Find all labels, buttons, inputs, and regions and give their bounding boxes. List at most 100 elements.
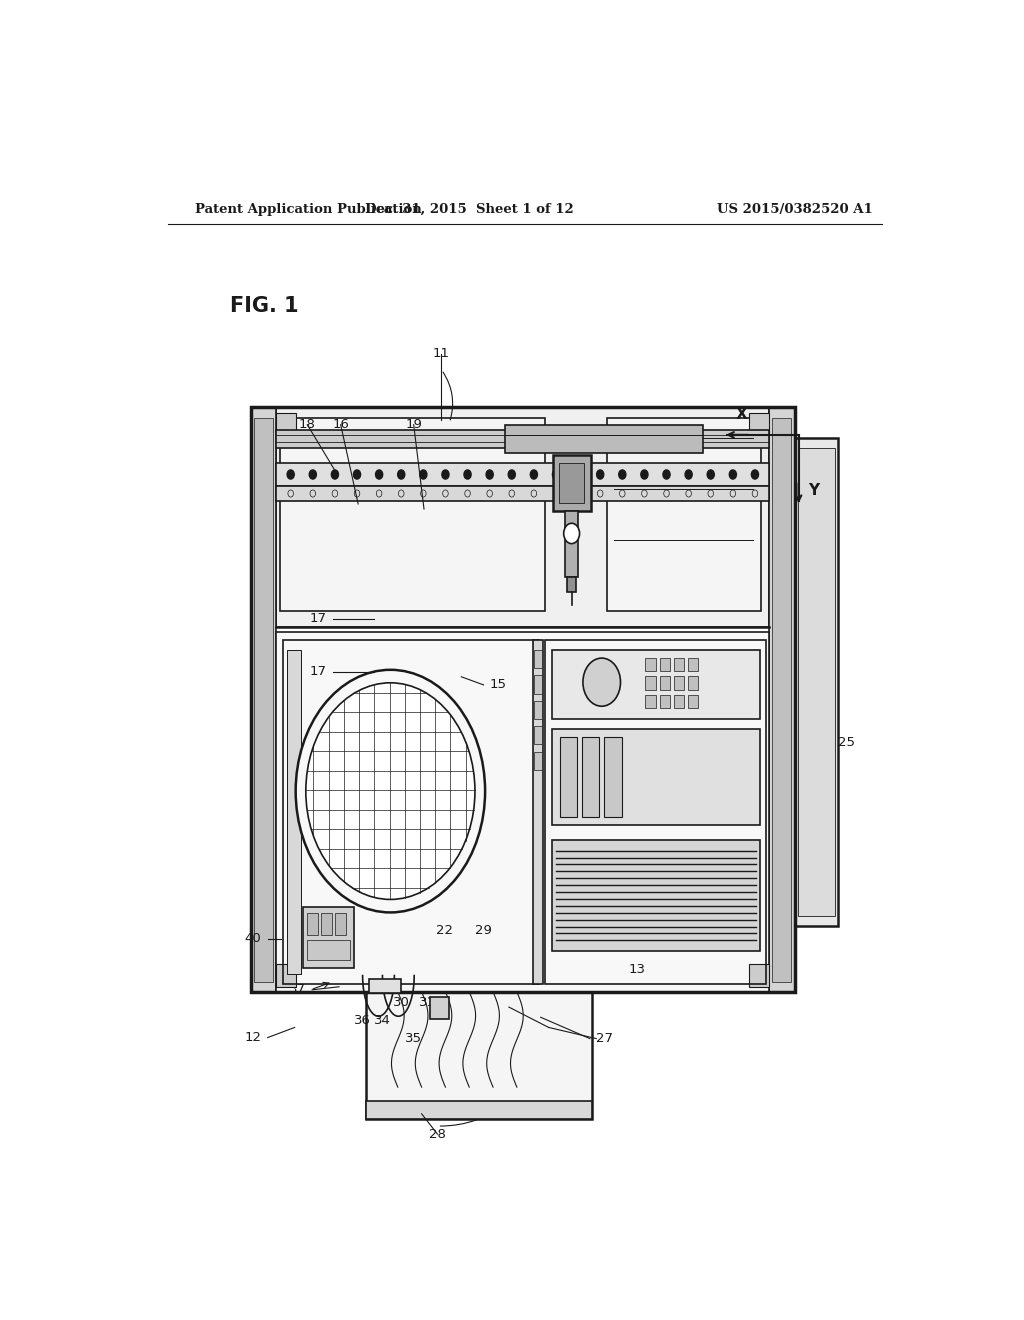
Circle shape xyxy=(563,523,580,544)
Bar xyxy=(283,640,539,983)
Bar xyxy=(303,907,354,969)
Text: 11: 11 xyxy=(433,347,450,360)
Circle shape xyxy=(552,470,559,479)
Circle shape xyxy=(376,470,383,479)
Circle shape xyxy=(353,470,360,479)
Text: US 2015/0382520 A1: US 2015/0382520 A1 xyxy=(717,203,872,215)
Bar xyxy=(505,425,703,453)
Bar xyxy=(565,511,578,577)
Bar xyxy=(606,417,761,611)
Circle shape xyxy=(442,470,449,479)
Text: 15: 15 xyxy=(489,678,507,692)
Text: 37: 37 xyxy=(289,983,306,997)
Circle shape xyxy=(752,470,759,479)
Bar xyxy=(534,640,543,983)
Text: X: X xyxy=(735,407,748,421)
Circle shape xyxy=(464,470,471,479)
Bar xyxy=(276,408,769,627)
Bar xyxy=(287,649,301,974)
Bar xyxy=(276,430,769,447)
Circle shape xyxy=(296,669,485,912)
Circle shape xyxy=(397,470,404,479)
Circle shape xyxy=(287,470,294,479)
Circle shape xyxy=(583,659,621,706)
Bar xyxy=(251,408,795,991)
Bar xyxy=(306,940,350,961)
Text: 18: 18 xyxy=(299,418,315,432)
Bar xyxy=(688,676,698,689)
Bar xyxy=(659,676,670,689)
Bar xyxy=(552,841,760,950)
Text: 30: 30 xyxy=(393,995,411,1008)
Text: 34: 34 xyxy=(374,1014,390,1027)
Circle shape xyxy=(618,470,626,479)
Bar xyxy=(367,1101,592,1119)
Text: 36: 36 xyxy=(353,1014,371,1027)
Bar xyxy=(535,726,542,744)
Circle shape xyxy=(306,682,475,899)
Bar xyxy=(276,486,769,502)
Bar xyxy=(553,455,591,511)
Circle shape xyxy=(685,470,692,479)
Bar xyxy=(567,577,577,593)
Text: Patent Application Publication: Patent Application Publication xyxy=(196,203,422,215)
Text: 40: 40 xyxy=(245,932,261,945)
Bar xyxy=(276,632,769,991)
Circle shape xyxy=(420,470,427,479)
Bar xyxy=(535,751,542,770)
Bar xyxy=(306,912,317,935)
Circle shape xyxy=(530,470,538,479)
Bar xyxy=(335,912,346,935)
Bar xyxy=(604,737,622,817)
Bar xyxy=(674,659,684,672)
Bar xyxy=(645,694,655,708)
Circle shape xyxy=(486,470,494,479)
Bar xyxy=(559,463,585,503)
Bar xyxy=(535,701,542,719)
Bar xyxy=(552,729,760,825)
Circle shape xyxy=(574,470,582,479)
Text: 17: 17 xyxy=(309,665,327,678)
Circle shape xyxy=(332,470,339,479)
Circle shape xyxy=(508,470,515,479)
Text: 33: 33 xyxy=(311,821,328,834)
Circle shape xyxy=(708,470,715,479)
Text: 22: 22 xyxy=(435,924,453,937)
Bar xyxy=(645,676,655,689)
Text: 12: 12 xyxy=(245,1031,261,1044)
Text: 35: 35 xyxy=(406,1032,422,1045)
Bar xyxy=(659,659,670,672)
Bar xyxy=(535,649,542,668)
Bar xyxy=(645,659,655,672)
Circle shape xyxy=(663,470,670,479)
Bar xyxy=(367,991,592,1119)
Bar xyxy=(688,694,698,708)
Text: 25: 25 xyxy=(838,737,855,750)
Text: 16: 16 xyxy=(332,418,349,432)
Bar xyxy=(546,640,766,983)
Text: 19: 19 xyxy=(406,418,422,432)
Text: Dec. 31, 2015  Sheet 1 of 12: Dec. 31, 2015 Sheet 1 of 12 xyxy=(365,203,573,215)
Bar xyxy=(276,463,769,486)
Bar xyxy=(688,659,698,672)
Text: 29: 29 xyxy=(475,924,492,937)
Bar xyxy=(582,737,599,817)
Text: 17: 17 xyxy=(309,612,327,626)
Bar xyxy=(795,438,839,925)
Bar xyxy=(798,447,836,916)
Bar xyxy=(659,694,670,708)
Circle shape xyxy=(729,470,736,479)
Bar xyxy=(321,912,332,935)
Circle shape xyxy=(597,470,604,479)
Bar xyxy=(281,417,545,611)
Bar xyxy=(535,676,542,694)
Bar xyxy=(276,965,296,987)
Bar xyxy=(750,965,769,987)
Text: 31: 31 xyxy=(420,995,436,1008)
Bar xyxy=(552,649,760,719)
Bar xyxy=(254,417,273,982)
Bar xyxy=(769,408,795,991)
Bar xyxy=(430,997,450,1019)
Bar xyxy=(560,737,578,817)
Bar xyxy=(674,694,684,708)
